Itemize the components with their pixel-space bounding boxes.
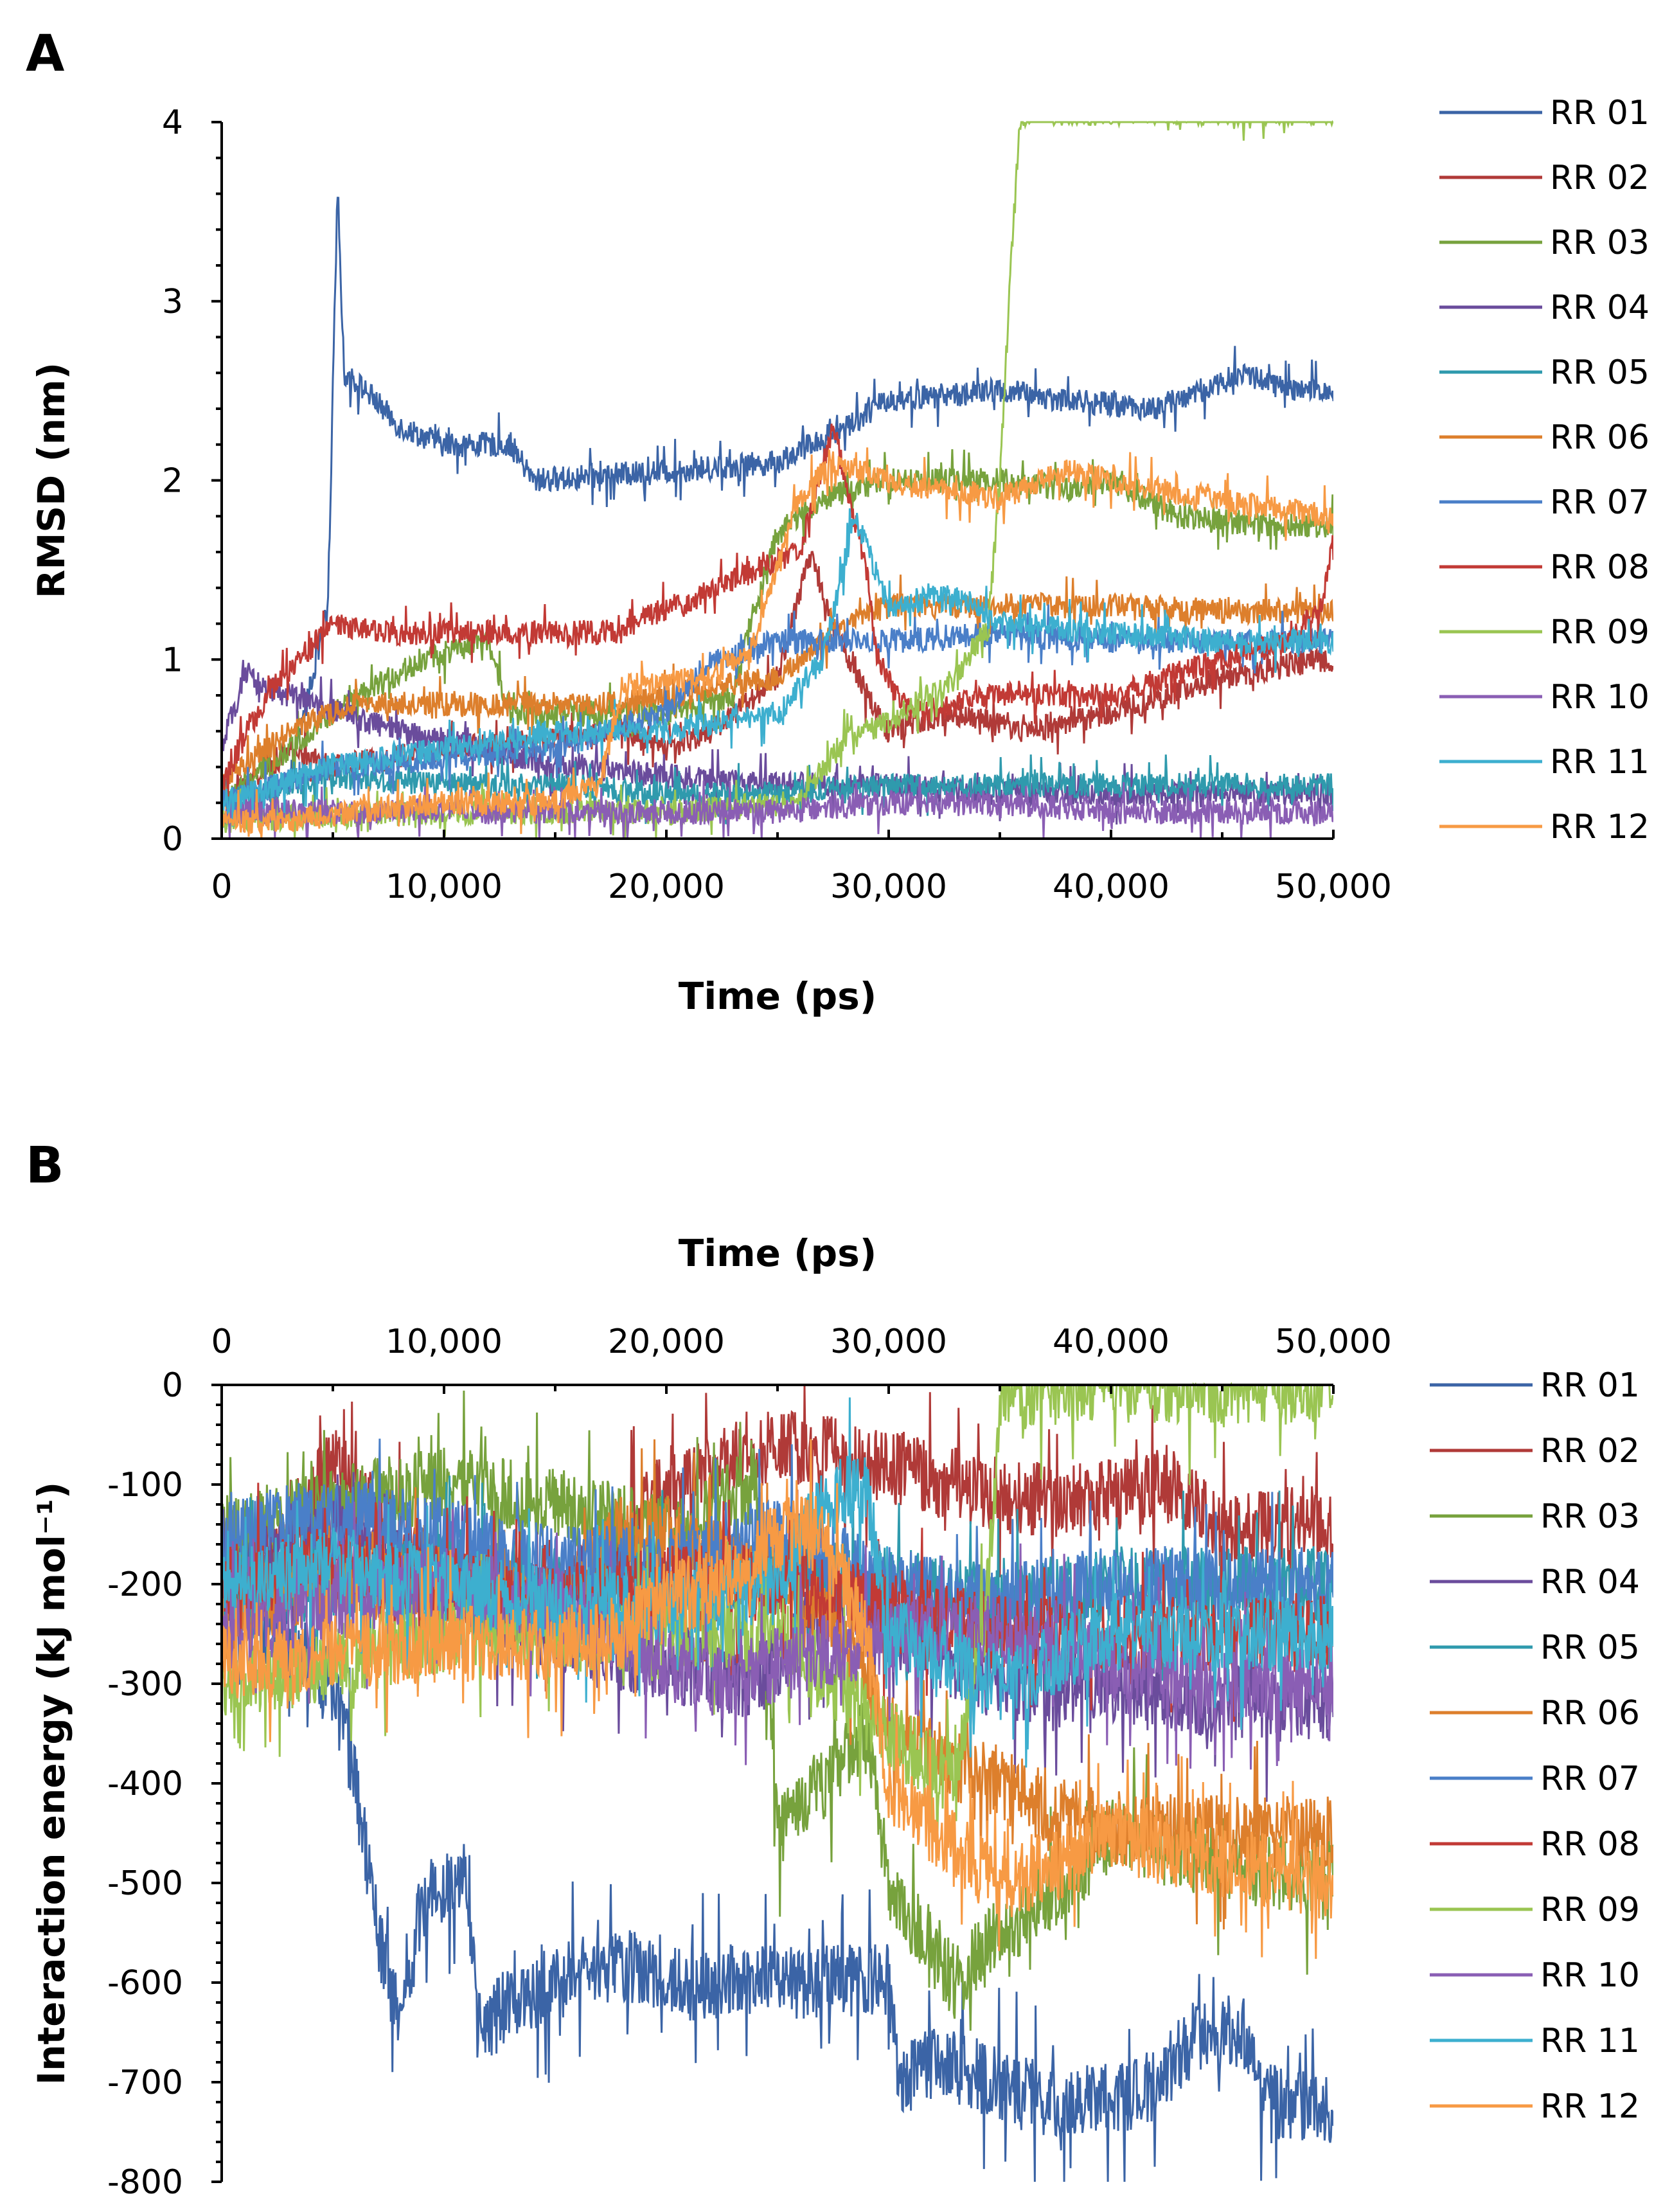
panel-b-legend: RR 01 RR 02 RR 03 RR 04 RR 05 RR 06 RR 07 RR 08… [1430, 1366, 1640, 2126]
panel-b-y-tick-label: 0 [162, 1366, 183, 1405]
panel-b-legend-label: RR 11 [1540, 2022, 1640, 2060]
panel-a-legend-label: RR 07 [1550, 483, 1650, 522]
panel-b-series-group [222, 1382, 1333, 2182]
panel-b-series-rr-12 [222, 1439, 1333, 1959]
panel-a-y-tick-label: 4 [162, 103, 183, 142]
panel-b-legend-label: RR 03 [1540, 1497, 1640, 1536]
panel-a-series-rr-07 [222, 604, 1333, 811]
panel-b-y-tick-label: -500 [107, 1864, 183, 1903]
panel-b-y-tick-label: -600 [107, 1964, 183, 2002]
panel-b-letter: B [26, 1137, 64, 1195]
panel-a-series-rr-12 [222, 447, 1333, 839]
panel-b-y-tick-label: -800 [107, 2163, 183, 2202]
panel-b-x-tick-label: 50,000 [1275, 1323, 1392, 1361]
panel-a-legend-label: RR 04 [1550, 289, 1650, 327]
panel-b-x-tick-label: 40,000 [1053, 1323, 1170, 1361]
panel-b-x-tick-label: 30,000 [830, 1323, 947, 1361]
panel-b-x-tick-label: 0 [211, 1323, 232, 1361]
panel-b-y-tick-label: -200 [107, 1565, 183, 1604]
panel-b-y-tick-label: -400 [107, 1765, 183, 1803]
panel-a-y-tick-label: 1 [162, 641, 183, 679]
panel-b-y-axis-title: Interaction energy (kJ mol⁻¹) [30, 1482, 73, 2085]
panel-a-y-tick-label: 0 [162, 820, 183, 859]
panel-a-legend-label: RR 01 [1550, 94, 1650, 132]
panel-a-legend-label: RR 09 [1550, 613, 1650, 652]
panel-b-x-tick-label: 10,000 [386, 1323, 502, 1361]
panel-a-legend-label: RR 06 [1550, 418, 1650, 457]
panel-b-x-tick-label: 20,000 [608, 1323, 725, 1361]
panel-a-x-tick-label: 50,000 [1275, 868, 1392, 906]
panel-a-letter: A [26, 25, 64, 83]
panel-a-y-tick-label: 3 [162, 283, 183, 321]
panel-a-legend-label: RR 05 [1550, 353, 1650, 392]
panel-b-legend-label: RR 06 [1540, 1694, 1640, 1733]
panel-b-legend-label: RR 07 [1540, 1760, 1640, 1798]
panel-a-legend-label: RR 10 [1550, 678, 1650, 717]
panel-b-legend-label: RR 04 [1540, 1563, 1640, 1601]
panel-a-series-rr-04 [222, 659, 1333, 825]
panel-b-legend-label: RR 05 [1540, 1628, 1640, 1667]
panel-b: B 0 10,000 20,000 30,000 40,000 50,000 0 -100 -20… [26, 1137, 1640, 2202]
panel-a-legend-label: RR 11 [1550, 743, 1650, 781]
panel-b-legend-label: RR 09 [1540, 1891, 1640, 1929]
panel-b-legend-label: RR 10 [1540, 1956, 1640, 1995]
panel-a-legend-label: RR 02 [1550, 159, 1650, 197]
panel-a-legend-label: RR 08 [1550, 548, 1650, 587]
panel-a-legend-label: RR 12 [1550, 808, 1650, 846]
panel-a-series-rr-03 [222, 449, 1333, 812]
panel-a: A 0 10,000 20,000 30,000 40,000 50,000 0 1 2 3 4 Tim… [26, 25, 1650, 1018]
panel-b-legend-label: RR 01 [1540, 1366, 1640, 1405]
panel-b-y-tick-label: -300 [107, 1665, 183, 1704]
panel-a-x-tick-label: 30,000 [830, 868, 947, 906]
panel-b-series-rr-11 [222, 1397, 1333, 1768]
panel-b-legend-label: RR 02 [1540, 1432, 1640, 1470]
panel-b-y-tick-label: -700 [107, 2064, 183, 2102]
panel-a-series-rr-01 [222, 197, 1333, 830]
panel-a-series-rr-09 [222, 120, 1333, 839]
panel-a-series-group [222, 120, 1333, 840]
panel-a-y-tick-label: 2 [162, 462, 183, 501]
panel-b-x-axis-title: Time (ps) [679, 1231, 876, 1275]
panel-a-x-tick-label: 0 [211, 868, 232, 906]
panel-a-legend-label: RR 03 [1550, 224, 1650, 262]
panel-b-y-tick-label: -100 [107, 1466, 183, 1504]
panel-a-series-rr-06 [222, 575, 1333, 812]
panel-a-legend: RR 01 RR 02 RR 03 RR 04 RR 05 RR 06 RR 07 RR 08… [1439, 94, 1650, 846]
panel-b-series-rr-01 [222, 1510, 1333, 2182]
panel-a-x-tick-label: 10,000 [386, 868, 502, 906]
panel-b-legend-label: RR 12 [1540, 2087, 1640, 2126]
panel-a-y-axis-title: RMSD (nm) [30, 362, 73, 598]
panel-a-series-rr-11 [222, 508, 1333, 827]
panel-a-x-tick-label: 20,000 [608, 868, 725, 906]
panel-a-x-axis-title: Time (ps) [679, 974, 876, 1018]
panel-a-x-tick-label: 40,000 [1053, 868, 1170, 906]
panel-b-legend-label: RR 08 [1540, 1825, 1640, 1864]
